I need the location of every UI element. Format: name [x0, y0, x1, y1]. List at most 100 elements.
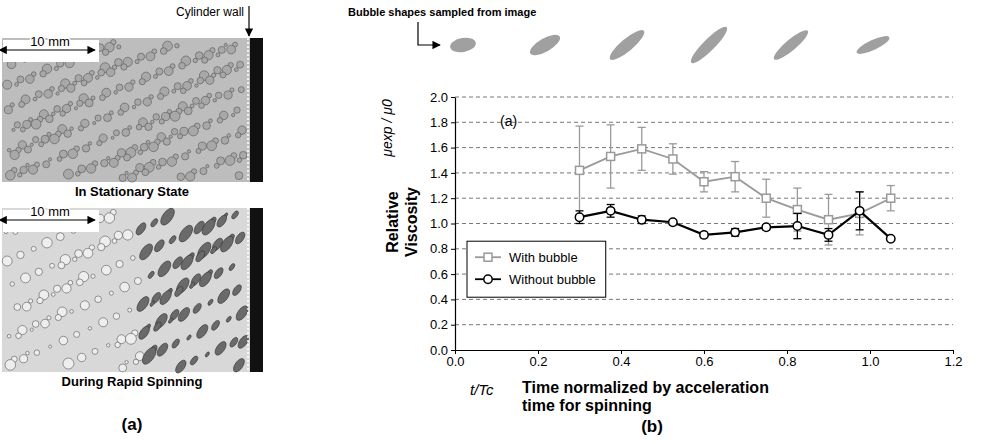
bubble [28, 299, 32, 303]
error-bar-cap [669, 143, 677, 144]
bubble [85, 99, 93, 107]
tick: 0.4 [612, 350, 630, 369]
bubble [39, 142, 44, 147]
bubble [134, 221, 148, 236]
bubble [113, 313, 120, 320]
marker [700, 178, 708, 186]
bubble [207, 298, 214, 306]
wall-label: Cylinder wall [176, 5, 244, 19]
bubble [30, 328, 33, 331]
header: Bubble shapes sampled from image [348, 6, 536, 18]
bubble [237, 61, 244, 68]
bubble [157, 93, 163, 99]
bubble [21, 273, 31, 283]
series-line [580, 149, 891, 220]
tick-label: 0.6 [695, 354, 713, 369]
bubble [128, 126, 132, 130]
bubble-shape [687, 23, 731, 67]
bubble [59, 336, 68, 345]
bubble [146, 52, 155, 61]
bubble [112, 239, 117, 244]
bubble [170, 111, 180, 121]
bubble [63, 169, 73, 179]
axis-line [455, 98, 456, 351]
error-bar-cap [825, 241, 833, 242]
bubble [26, 75, 35, 84]
bubble [220, 72, 226, 78]
bubble [207, 141, 217, 151]
bubble [15, 82, 19, 86]
bubble [55, 314, 61, 320]
error-bar-cap [700, 191, 708, 192]
bubble [153, 114, 159, 120]
tick-label: 0.8 [778, 354, 796, 369]
bubble [213, 99, 216, 102]
tick-label: 0.2 [529, 354, 547, 369]
bubble [50, 263, 55, 268]
bubble [31, 246, 36, 251]
bubble [142, 169, 149, 176]
bubble [35, 268, 42, 275]
bubble [107, 344, 110, 347]
bubble [67, 84, 75, 92]
bubble [139, 79, 145, 85]
bubble [77, 353, 85, 361]
bubble [213, 340, 228, 357]
marker [638, 216, 646, 224]
error-bar-cap [576, 125, 584, 126]
bubble [73, 257, 77, 261]
marker [638, 145, 646, 153]
bubble [200, 168, 207, 175]
tick-mark [451, 122, 455, 123]
bubble [145, 123, 152, 130]
tick-mark [451, 325, 455, 326]
tick-label: 1.2 [944, 354, 962, 369]
bubble [231, 283, 243, 297]
error-bar-cap [607, 187, 615, 188]
tick-mark [451, 274, 455, 275]
bubble [136, 124, 142, 130]
bubble [196, 149, 201, 154]
y-axis: 0.00.20.40.60.81.01.21.41.61.82.0 [430, 90, 456, 358]
grid-line [455, 122, 953, 123]
bubble [41, 319, 50, 328]
bubble [109, 111, 113, 115]
error-bar [638, 127, 646, 170]
bubble [163, 138, 170, 145]
tick: 0.6 [695, 350, 713, 369]
bubble [206, 76, 214, 84]
bubble [128, 173, 137, 182]
tick-mark [451, 249, 455, 250]
bubble [228, 336, 239, 348]
tick-label: 0.0 [446, 354, 464, 369]
tick-mark [451, 97, 455, 98]
bubble [225, 315, 232, 322]
legend-entry: With bubble [475, 250, 578, 265]
bubble [92, 348, 98, 354]
bubble [113, 130, 119, 136]
tick: 1.0 [861, 350, 879, 369]
bubble [179, 62, 186, 69]
bubble [140, 345, 159, 367]
error-bar-cap [731, 161, 739, 162]
bubble [164, 67, 173, 76]
bubble [17, 76, 24, 83]
panel-label: (b) [641, 417, 663, 436]
bubble [159, 119, 164, 124]
bubble [14, 122, 20, 128]
tick-mark [451, 224, 455, 225]
bubble [49, 345, 52, 348]
bubble [33, 97, 37, 101]
error-bar-cap [856, 234, 864, 235]
tick: 0.8 [430, 241, 455, 256]
bubble [179, 253, 196, 272]
grid-line [455, 198, 953, 199]
bubble [227, 45, 236, 54]
error-bar [856, 192, 864, 230]
bubble [3, 80, 12, 89]
bubble [153, 238, 167, 253]
bubble [189, 281, 196, 289]
marker [575, 213, 583, 221]
error-bar-cap [638, 170, 646, 171]
bubble [173, 285, 184, 298]
